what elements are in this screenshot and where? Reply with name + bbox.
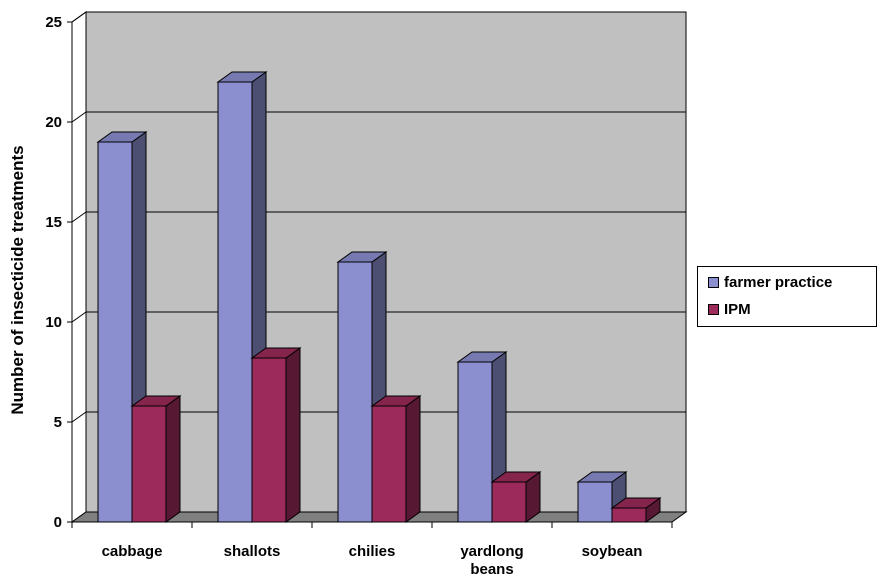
bar-front [217,81,253,523]
bar-ipm-cabbage [130,395,182,523]
legend: farmer practice IPM [697,266,877,327]
x-tick-label-cabbage: cabbage [102,543,163,560]
x-tick-label-line: yardlong [460,543,523,560]
bar-front [577,481,613,523]
x-tick-label-line: soybean [582,543,643,560]
x-tick-label-line: shallots [224,543,281,560]
bar-side [165,395,181,523]
gridline-side [71,311,87,323]
y-axis-title: Number of insecticide treatments [8,145,27,415]
bar-farmer-practice-shallots [216,71,268,523]
bar-front [611,507,647,523]
bar-front [371,405,407,523]
bar-front [457,361,493,523]
legend-swatch-ipm [708,304,719,315]
legend-item-farmer-practice: farmer practice [708,274,832,291]
x-tick-label-line: chilies [349,543,396,560]
y-tick-label: 15 [45,214,62,231]
x-tick-label-soybean: soybean [582,543,643,560]
bar-front [251,357,287,523]
legend-swatch-farmer-practice [708,277,719,288]
x-tick-label-yardlong-beans: yardlong beans [460,543,523,578]
gridline-side [71,411,87,423]
y-tick-label: 0 [54,514,62,531]
x-tick-label-chilies: chilies [349,543,396,560]
legend-label-farmer-practice: farmer practice [724,274,833,291]
x-tick-label-line: beans [470,561,513,578]
bar-farmer-practice-yardlong-beans [456,351,508,523]
x-tick-label-line: cabbage [102,543,163,560]
y-tick-label: 20 [45,114,62,131]
bar-ipm-soybean [610,497,662,523]
x-tick-label-shallots: shallots [224,543,281,560]
y-tick-label: 10 [45,314,62,331]
legend-item-ipm: IPM [708,301,751,318]
bar-front [131,405,167,523]
bar-ipm-shallots [250,347,302,523]
bar-ipm-yardlong-beans [490,471,542,523]
bar-front [337,261,373,523]
bar-side [285,347,301,523]
plot-side-wall [71,11,87,523]
bar-side [405,395,421,523]
gridline-side [71,111,87,123]
gridline-side [71,211,87,223]
bar-front [491,481,527,523]
legend-label-ipm: IPM [724,301,751,318]
bar-ipm-chilies [370,395,422,523]
bar-front [97,141,133,523]
y-tick-label: 5 [54,414,62,431]
y-tick-label: 25 [45,14,62,31]
gridline-side [71,11,87,23]
